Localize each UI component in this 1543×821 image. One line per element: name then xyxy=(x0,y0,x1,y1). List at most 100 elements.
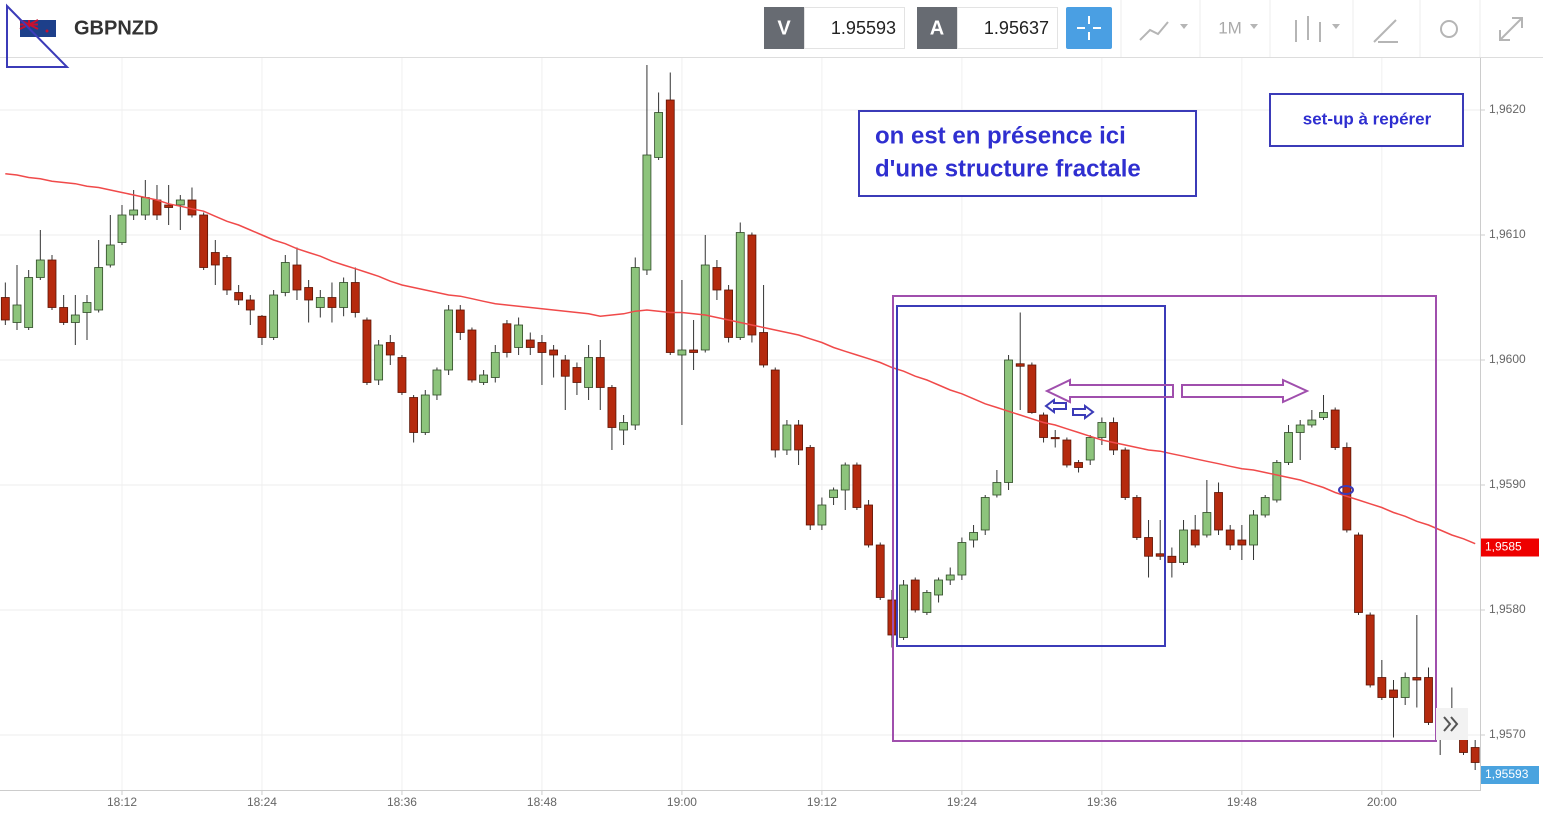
candle-body xyxy=(525,339,535,348)
candle-body xyxy=(549,349,559,356)
candle-body xyxy=(514,324,524,348)
flag-cross xyxy=(19,19,39,30)
ask-price: 1.95637 xyxy=(984,18,1049,38)
candle-body xyxy=(1050,437,1060,440)
scroll-button[interactable] xyxy=(1436,708,1468,740)
candle-body xyxy=(700,264,710,351)
chart-type-icon[interactable] xyxy=(1139,21,1169,41)
candle-body xyxy=(782,424,792,451)
candle-body xyxy=(455,309,465,333)
moving-average xyxy=(5,172,1476,545)
annotation: on est en présence ici xyxy=(875,122,1126,149)
marker-ellipse xyxy=(1338,485,1354,495)
scroll-icon xyxy=(1443,716,1459,732)
toolbar: GBPNZD V 1.95593 A 1.95637 1M xyxy=(0,0,1543,68)
candle-body xyxy=(350,282,360,313)
candle-body xyxy=(724,289,733,338)
candle-body xyxy=(1155,553,1165,557)
candle-body xyxy=(339,282,349,308)
candle-body xyxy=(117,214,127,243)
x-tick-label: 18:48 xyxy=(527,795,557,809)
candle-body xyxy=(420,394,430,433)
draw-icon[interactable] xyxy=(1373,19,1398,43)
candle-body xyxy=(1225,529,1235,546)
note-box xyxy=(858,110,1197,197)
candle-body xyxy=(759,332,768,366)
y-tick-label: 1,9580 xyxy=(1489,602,1526,616)
fullscreen-icon[interactable] xyxy=(1499,17,1523,41)
axes: 1,9570 1,9580 1,9590 1,9600 1,9610 1,9620 18:1… xyxy=(107,102,1539,809)
settings-icon[interactable] xyxy=(1440,20,1458,38)
x-tick-label: 20:00 xyxy=(1367,795,1397,809)
x-tick-label: 19:12 xyxy=(807,795,837,809)
bid-badge[interactable] xyxy=(764,7,804,49)
candle-body xyxy=(304,287,314,301)
candle-body xyxy=(409,397,419,433)
candle-body xyxy=(432,369,442,396)
x-tick-label: 18:12 xyxy=(107,795,137,809)
candle-body xyxy=(560,359,570,377)
candle-body xyxy=(385,342,395,356)
candle-body xyxy=(817,504,827,526)
bid-price: 1.95593 xyxy=(831,18,896,38)
candle-body xyxy=(537,342,547,353)
ask-label: A xyxy=(930,17,944,39)
candle-body xyxy=(1295,424,1305,433)
candle-body xyxy=(164,204,174,208)
candle-body xyxy=(1039,414,1048,438)
candle-body xyxy=(1307,419,1317,426)
candle-body xyxy=(362,319,372,383)
candle-body xyxy=(887,599,897,636)
x-tick-label: 19:48 xyxy=(1227,795,1257,809)
bid-label: V xyxy=(777,17,791,39)
candle-body xyxy=(770,369,780,451)
candle-body xyxy=(1319,412,1328,418)
candle-body xyxy=(712,267,722,291)
candle-body xyxy=(35,259,45,278)
y-tick-label: 1,9620 xyxy=(1489,102,1526,116)
candle-body xyxy=(840,464,850,491)
ask-badge[interactable] xyxy=(917,7,957,49)
candle-body xyxy=(1272,462,1282,501)
y-tick-label: 1,9600 xyxy=(1489,352,1526,366)
x-tick-label: 18:36 xyxy=(387,795,417,809)
candle-body xyxy=(47,259,57,308)
candle-body xyxy=(175,199,185,206)
candle-body xyxy=(1237,539,1247,546)
candle-body xyxy=(280,262,290,293)
candle-body xyxy=(689,349,698,353)
small-arrow-right xyxy=(1072,404,1095,420)
candle-body xyxy=(199,214,209,268)
candle-icon[interactable] xyxy=(1295,16,1321,42)
crosshair-icon xyxy=(1077,16,1101,40)
candle-body xyxy=(397,357,407,393)
candle-body xyxy=(1214,492,1223,531)
bid-box[interactable] xyxy=(804,7,905,49)
candle-body xyxy=(140,197,150,216)
candle-body xyxy=(934,579,943,596)
symbol: GBPNZD xyxy=(74,17,158,39)
fractal-box xyxy=(896,305,1166,647)
annotation: d'une structure fractale xyxy=(875,155,1141,182)
candle-body xyxy=(479,374,489,383)
candle-body xyxy=(1342,447,1352,531)
candle-body xyxy=(1412,677,1422,681)
candle-body xyxy=(875,544,885,598)
small-arrow-left xyxy=(1044,398,1067,414)
toolbar-separators xyxy=(1120,0,1481,57)
x-tick-label: 19:24 xyxy=(947,795,977,809)
price-tag xyxy=(1481,766,1539,784)
candle-body xyxy=(922,592,932,613)
candle-body xyxy=(1354,534,1363,613)
candle-body xyxy=(584,357,594,388)
candle-body xyxy=(1027,364,1037,413)
candle-body xyxy=(82,302,92,313)
ask-box[interactable] xyxy=(957,7,1058,49)
candle-body xyxy=(864,504,873,546)
candle-body xyxy=(1179,529,1188,563)
candle-body xyxy=(94,267,104,311)
timeframe[interactable]: 1M xyxy=(1218,18,1242,37)
crosshair-button[interactable] xyxy=(1066,7,1112,49)
